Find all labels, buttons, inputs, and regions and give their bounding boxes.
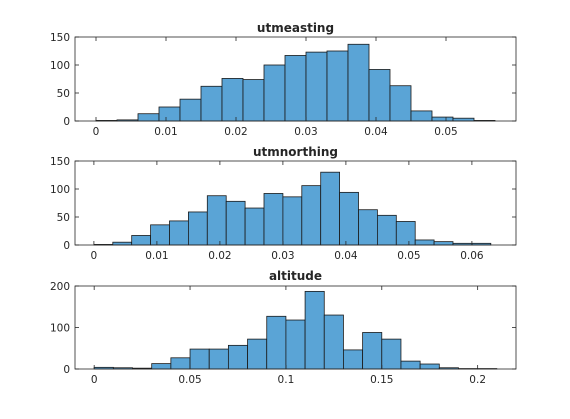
histogram-bar: [348, 44, 369, 121]
histogram-bar: [113, 242, 132, 245]
histogram-bar: [222, 78, 243, 121]
histogram-bar: [390, 86, 411, 121]
histogram-bar: [327, 51, 348, 121]
x-tick-label: 0.15: [370, 374, 393, 386]
histogram-bar: [306, 52, 327, 121]
x-tick-label: 0.05: [397, 250, 420, 262]
y-tick-label: 200: [50, 281, 70, 293]
histogram-bar: [207, 196, 226, 245]
histogram-bar: [359, 210, 378, 245]
histogram-bar: [415, 240, 434, 245]
histogram-bar: [340, 192, 359, 245]
histogram-bar: [228, 345, 247, 369]
histogram-bar: [132, 235, 151, 245]
x-tick-label: 0.03: [294, 126, 317, 138]
x-tick-label: 0.05: [178, 374, 201, 386]
x-tick-label: 0.01: [154, 126, 177, 138]
y-tick-label: 50: [57, 88, 70, 100]
histogram-bar: [267, 316, 286, 369]
histogram-bar: [171, 358, 190, 369]
histogram-bar: [170, 221, 189, 245]
histogram-bar: [226, 201, 245, 245]
histogram-bar: [209, 349, 228, 369]
subplot-title: altitude: [269, 269, 322, 283]
histogram-bar: [420, 364, 439, 369]
histogram-bar: [411, 111, 432, 121]
x-tick-label: 0.01: [145, 250, 168, 262]
y-tick-label: 0: [63, 116, 70, 128]
histogram-bar: [396, 221, 415, 245]
histogram-bar: [305, 291, 324, 369]
histogram-bar: [248, 339, 267, 369]
histogram-bar: [190, 349, 209, 369]
histogram-bar: [283, 197, 302, 245]
histogram-bar: [369, 69, 390, 121]
x-tick-label: 0.04: [334, 250, 358, 262]
histogram-bar: [324, 315, 343, 369]
histogram-bar: [264, 65, 285, 121]
histogram-bar: [152, 364, 171, 369]
y-tick-label: 150: [50, 156, 70, 168]
x-tick-label: 0.2: [469, 374, 486, 386]
x-tick-label: 0.04: [364, 126, 388, 138]
y-tick-label: 100: [50, 323, 70, 335]
histogram-bar: [382, 339, 401, 369]
histogram-bar: [188, 212, 207, 245]
histogram-bar: [286, 320, 305, 369]
x-tick-label: 0.02: [208, 250, 231, 262]
histogram-bar: [243, 80, 264, 121]
histogram-bar: [180, 99, 201, 121]
histogram-bar: [401, 361, 420, 369]
x-tick-label: 0.1: [278, 374, 295, 386]
histogram-bar: [363, 332, 382, 369]
histogram-bar: [201, 86, 222, 121]
x-tick-label: 0: [91, 374, 98, 386]
y-tick-label: 50: [57, 212, 70, 224]
histogram-bar: [159, 107, 180, 121]
y-tick-label: 0: [63, 240, 70, 252]
histogram-bar: [434, 242, 453, 245]
histogram-bar: [151, 225, 170, 245]
histogram-bar: [138, 114, 159, 121]
y-tick-label: 100: [50, 60, 70, 72]
x-tick-label: 0.06: [460, 250, 484, 262]
subplot-title: utmeasting: [257, 21, 334, 35]
histogram-bar: [245, 208, 264, 245]
x-tick-label: 0.02: [224, 126, 247, 138]
subplot-title: utmnorthing: [253, 145, 338, 159]
y-tick-label: 0: [63, 364, 70, 376]
histogram-bar: [285, 55, 306, 121]
histogram-bar: [432, 117, 453, 121]
x-tick-label: 0.05: [434, 126, 457, 138]
histogram-bar: [321, 172, 340, 245]
x-tick-label: 0: [93, 126, 100, 138]
histogram-bar: [264, 193, 283, 245]
histogram-bar: [343, 350, 362, 369]
histogram-bar: [302, 186, 321, 245]
y-tick-label: 150: [50, 32, 70, 44]
x-tick-label: 0: [91, 250, 98, 262]
histogram-bar: [377, 215, 396, 245]
y-tick-label: 100: [50, 184, 70, 196]
histogram-bar: [453, 118, 474, 121]
x-tick-label: 0.03: [271, 250, 294, 262]
